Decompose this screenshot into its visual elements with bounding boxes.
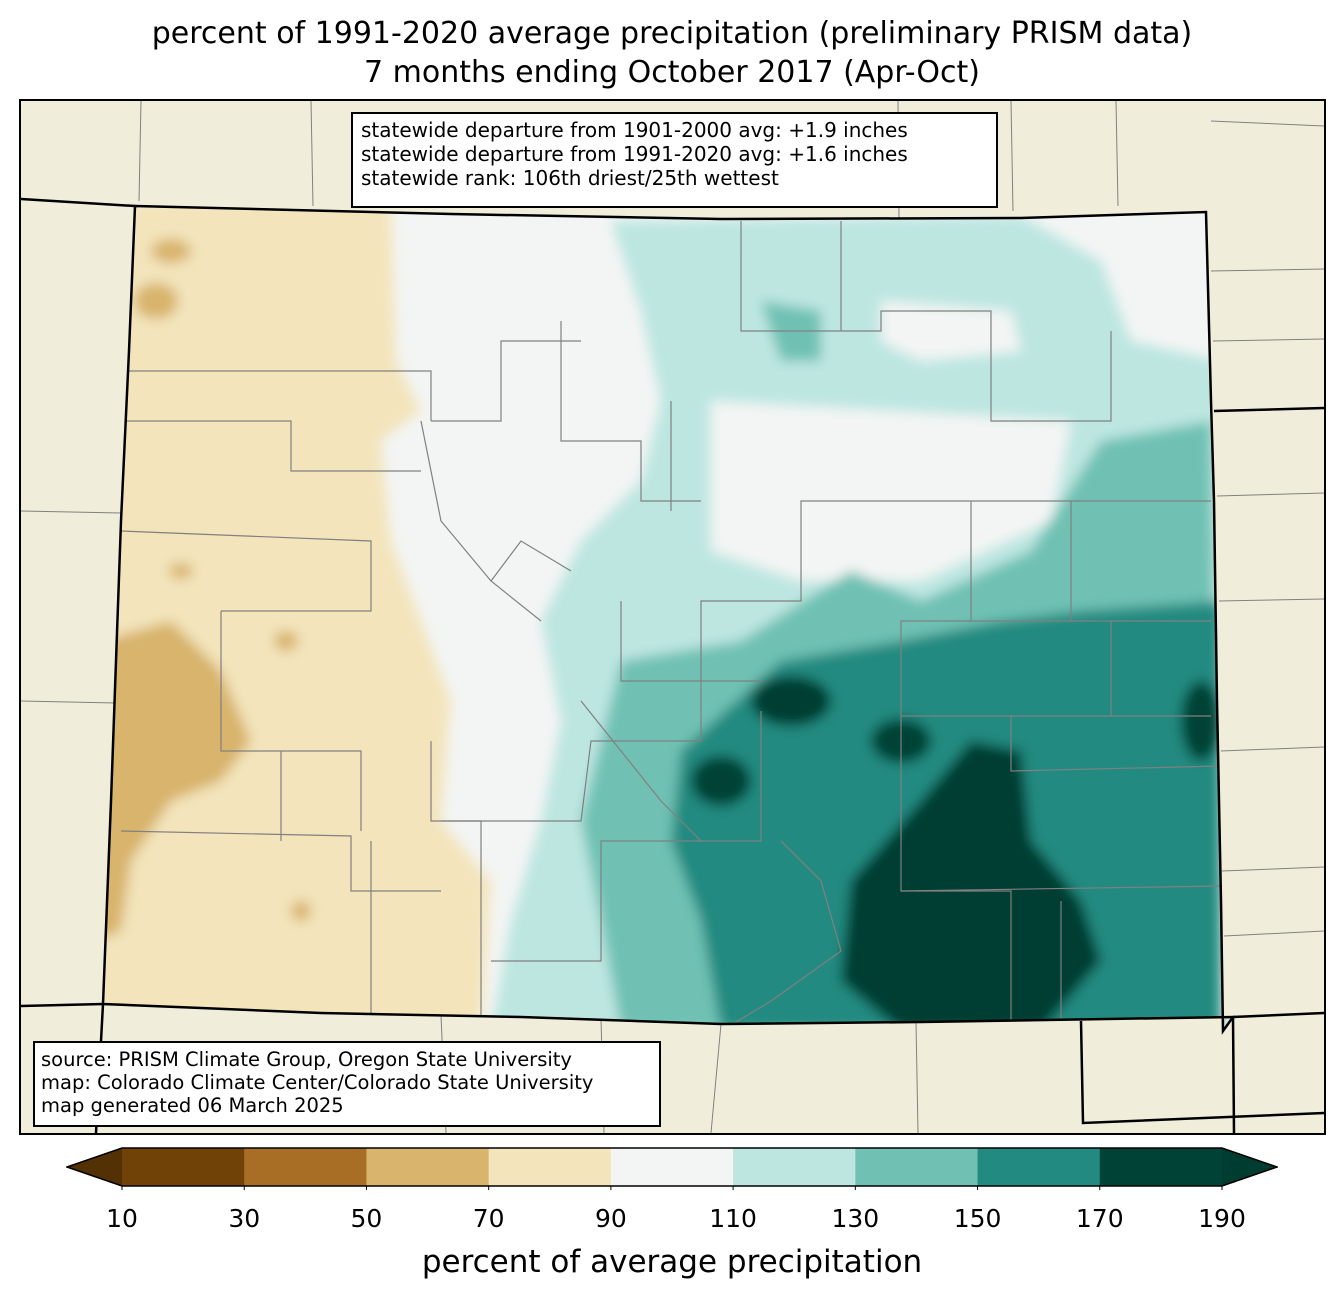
source-line-1: source: PRISM Climate Group, Oregon Stat… (41, 1048, 572, 1071)
colorbar-segment (122, 1148, 245, 1186)
colorbar-segment (733, 1148, 856, 1186)
colorbar-segment (855, 1148, 979, 1186)
colorbar-tick-label: 90 (594, 1204, 627, 1233)
colorado-border (101, 204, 1236, 1035)
colorbar-tick-label: 170 (1075, 1204, 1124, 1233)
colorbar-segment (244, 1148, 367, 1186)
colorado-precip-map (21, 101, 1324, 1133)
map-title-line2: 7 months ending October 2017 (Apr-Oct) (364, 55, 980, 90)
colorbar-tick-label: 110 (709, 1204, 757, 1233)
colorbar-segment (488, 1148, 612, 1186)
colorbar-segment (977, 1148, 1101, 1186)
precip-field (103, 206, 1233, 1031)
county-lines (120, 221, 1222, 1031)
stats-line-3: statewide rank: 106th driest/25th wettes… (361, 166, 779, 190)
colorbar-tick-label: 50 (350, 1204, 383, 1233)
colorbar-tick-label: 130 (831, 1204, 880, 1233)
colorbar-tick-label: 30 (228, 1204, 261, 1233)
colorbar-tick-label: 70 (472, 1204, 505, 1233)
map-title-line1: percent of 1991-2020 average precipitati… (151, 16, 1193, 51)
precip-patch-50-70-west (103, 621, 251, 941)
stats-line-1: statewide departure from 1901-2000 avg: … (361, 118, 908, 142)
colorbar-label: percent of average precipitation (421, 1244, 923, 1280)
colorbar-over-arrow (1222, 1148, 1277, 1186)
colorbar (66, 1147, 1278, 1190)
stats-line-2: statewide departure from 1991-2020 avg: … (361, 142, 908, 166)
source-line-2: map: Colorado Climate Center/Colorado St… (41, 1071, 594, 1094)
precip-patch-50-70-nw (134, 283, 178, 319)
colorbar-tick-label: 10 (106, 1204, 138, 1233)
colorbar-tick-label: 150 (953, 1204, 1002, 1233)
colorbar-under-arrow (67, 1148, 122, 1186)
map-panel: statewide departure from 1901-2000 avg: … (19, 99, 1326, 1135)
colorbar-segment (1099, 1148, 1223, 1186)
colorbar-segment (610, 1148, 734, 1186)
source-credit-box: source: PRISM Climate Group, Oregon Stat… (33, 1041, 661, 1127)
colorbar-tick-label: 190 (1198, 1204, 1246, 1233)
colorbar-segment (366, 1148, 490, 1186)
source-line-3: map generated 06 March 2025 (41, 1094, 344, 1117)
statewide-stats-box: statewide departure from 1901-2000 avg: … (351, 112, 998, 208)
precip-core-over-170 (841, 741, 1101, 1031)
precip-band-70-90 (103, 206, 491, 1031)
